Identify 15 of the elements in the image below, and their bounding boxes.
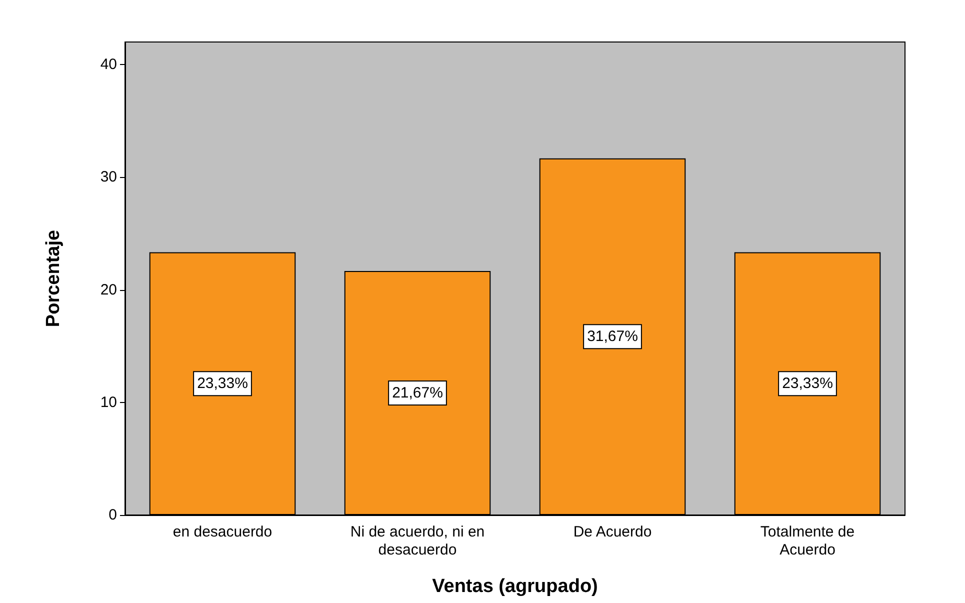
- y-tick-label: 0: [108, 506, 117, 524]
- y-tick-label: 10: [100, 394, 117, 411]
- data-label: 21,67%: [392, 384, 443, 402]
- y-tick-label: 20: [100, 281, 117, 298]
- data-label: 23,33%: [197, 375, 248, 392]
- x-tick-label: Totalmente de Acuerdo: [760, 524, 855, 558]
- x-tick-label: en desacuerdo: [172, 524, 272, 540]
- data-label: 31,67%: [587, 328, 638, 346]
- data-label: 23,33%: [782, 375, 833, 392]
- y-axis-title: Porcentaje: [43, 230, 64, 328]
- y-tick-label: 40: [100, 56, 117, 74]
- x-axis-title: Ventas (agrupado): [432, 576, 598, 597]
- x-tick-label: De Acuerdo: [573, 524, 652, 540]
- x-tick-label: Ni de acuerdo, ni en desacuerdo: [350, 524, 485, 558]
- y-tick-label: 30: [100, 168, 117, 186]
